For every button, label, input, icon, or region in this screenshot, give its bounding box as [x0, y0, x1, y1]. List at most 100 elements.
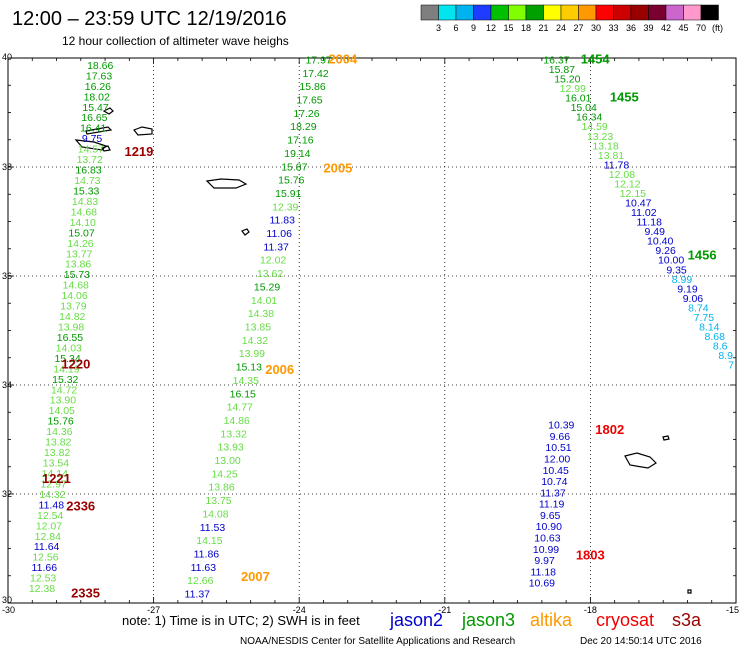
wave-height-value: 10.90 [536, 521, 562, 533]
colorbar-swatch [473, 4, 492, 21]
satellite-legend-jason3: jason3 [461, 610, 515, 630]
wave-height-value: 9.19 [677, 283, 698, 295]
island-terceira [133, 126, 153, 136]
wave-height-value: 11.64 [34, 541, 60, 553]
colorbar-label: 39 [643, 23, 653, 33]
wave-height-value: 12.39 [272, 201, 298, 213]
wave-height-value: 14.73 [74, 175, 100, 187]
colorbar-swatch [700, 4, 719, 21]
wave-height-value: 14.26 [67, 238, 93, 250]
colorbar-label: 33 [608, 23, 618, 33]
wave-height-value: 16.26 [85, 81, 111, 93]
track-d: 10.399.6610.5112.0010.4510.7411.3711.199… [529, 420, 575, 590]
wave-height-value: 12.97 [40, 478, 66, 490]
wave-height-value: 10.40 [647, 236, 673, 248]
wave-height-value: 14.82 [59, 311, 85, 323]
wave-height-value: 13.99 [239, 348, 265, 360]
colorbar-label: 15 [503, 23, 513, 33]
wave-height-value: 13.85 [245, 322, 271, 334]
wave-height-value: 10.39 [548, 420, 574, 432]
wave-height-value: 14.83 [72, 196, 98, 208]
wave-height-value: 17.63 [86, 70, 112, 82]
pass-time-label: 1219 [124, 144, 153, 159]
wave-height-value: 14.57 [78, 144, 104, 156]
wave-height-value: 15.33 [73, 185, 99, 197]
wave-height-value: 9.35 [666, 264, 687, 276]
wave-height-value: 13.54 [43, 458, 69, 470]
wave-height-value: 11.83 [269, 215, 295, 227]
wave-height-value: 14.59 [582, 121, 608, 133]
wave-height-value: 11.02 [631, 207, 657, 219]
wave-height-value: 19.14 [284, 148, 310, 160]
wave-height-value: 13.98 [58, 322, 84, 334]
wave-height-value: 14.32 [242, 335, 268, 347]
wave-height-value: 12.99 [560, 83, 586, 95]
wave-height-value: 12.54 [37, 510, 63, 522]
wave-height-value: 13.86 [65, 259, 91, 271]
wave-height-value: 13.90 [50, 395, 76, 407]
wave-height-value: 15.47 [82, 102, 108, 114]
lon-label: -18 [584, 605, 597, 615]
wave-height-value: 14.68 [63, 280, 89, 292]
wave-height-value: 14.38 [248, 308, 274, 320]
wave-height-value: 8.9 [718, 350, 733, 362]
island-flores [102, 107, 114, 115]
colorbar-label: 42 [661, 23, 671, 33]
lon-label: -15 [726, 605, 739, 615]
wave-height-value: 16.41 [80, 123, 106, 135]
island-selvagens [687, 589, 692, 594]
wave-height-value: 7.75 [694, 312, 715, 324]
colorbar-swatch [560, 4, 579, 21]
wave-height-value: 11.19 [539, 499, 565, 511]
wave-height-value: 13.81 [598, 150, 624, 162]
wave-height-value: 12.84 [35, 531, 61, 543]
wave-height-value: 14.36 [46, 426, 72, 438]
lat-label: 36 [2, 271, 12, 281]
wave-height-value: 14.03 [56, 342, 82, 354]
wave-height-value: 13.23 [587, 131, 613, 143]
wave-height-value: 17.97 [305, 54, 331, 66]
colorbar: 3 6 9 12 15 18 21 24 27 30 33 36 39 42 45 70 [420, 4, 719, 33]
colorbar-label: 18 [521, 23, 531, 33]
colorbar-swatch [595, 4, 614, 21]
island-sao-miguel [205, 178, 248, 189]
wave-height-value: 14.68 [71, 206, 97, 218]
satellite-legend-altika: altika [530, 610, 573, 630]
lat-label: 34 [2, 380, 12, 390]
wave-height-value: 13.32 [221, 428, 247, 440]
wave-height-value: 14.32 [39, 489, 65, 501]
lon-label: -24 [293, 605, 306, 615]
wave-height-value: 16.15 [230, 388, 256, 400]
colorbar-label: 36 [626, 23, 636, 33]
pass-time-label: 1802 [595, 422, 624, 437]
wave-height-value: 11.06 [266, 228, 292, 240]
wave-height-value: 14.05 [49, 405, 75, 417]
plot-frame [7, 57, 737, 604]
lat-label: 32 [2, 489, 12, 499]
wave-height-value: 8.68 [705, 331, 726, 343]
wave-height-value: 17.42 [302, 68, 328, 80]
wave-height-value: 12.15 [620, 188, 646, 200]
wave-height-value: 9.65 [540, 510, 561, 522]
colorbar-swatch [665, 4, 684, 21]
wave-height-value: 12.08 [609, 169, 635, 181]
map-title: 12:00 – 23:59 UTC 12/19/2016 [12, 8, 287, 30]
wave-height-value: 11.37 [263, 241, 289, 253]
wave-height-value: 15.34 [54, 353, 80, 365]
island-graciosa [101, 145, 111, 152]
map-subtitle: 12 hour collection of altimeter wave hei… [62, 34, 289, 48]
wave-height-value: 9.97 [534, 555, 555, 567]
lat-label: 40 [2, 52, 12, 62]
wave-height-value: 10.51 [545, 442, 571, 454]
wave-height-value: 8.99 [672, 274, 693, 286]
wave-height-value: 16.34 [576, 112, 602, 124]
island-porto-santo [662, 435, 670, 441]
legend-note: note: 1) Time is in UTC; 2) SWH is in fe… [122, 613, 360, 628]
footer-credit: NOAA/NESDIS Center for Satellite Applica… [240, 636, 515, 647]
wave-height-value: 11.63 [191, 562, 217, 574]
lat-label: 38 [2, 162, 12, 172]
wave-height-value: 11.48 [39, 499, 65, 511]
wave-height-value: 8.74 [688, 302, 709, 314]
wave-height-value: 18.29 [290, 121, 316, 133]
gridlines [8, 58, 736, 603]
